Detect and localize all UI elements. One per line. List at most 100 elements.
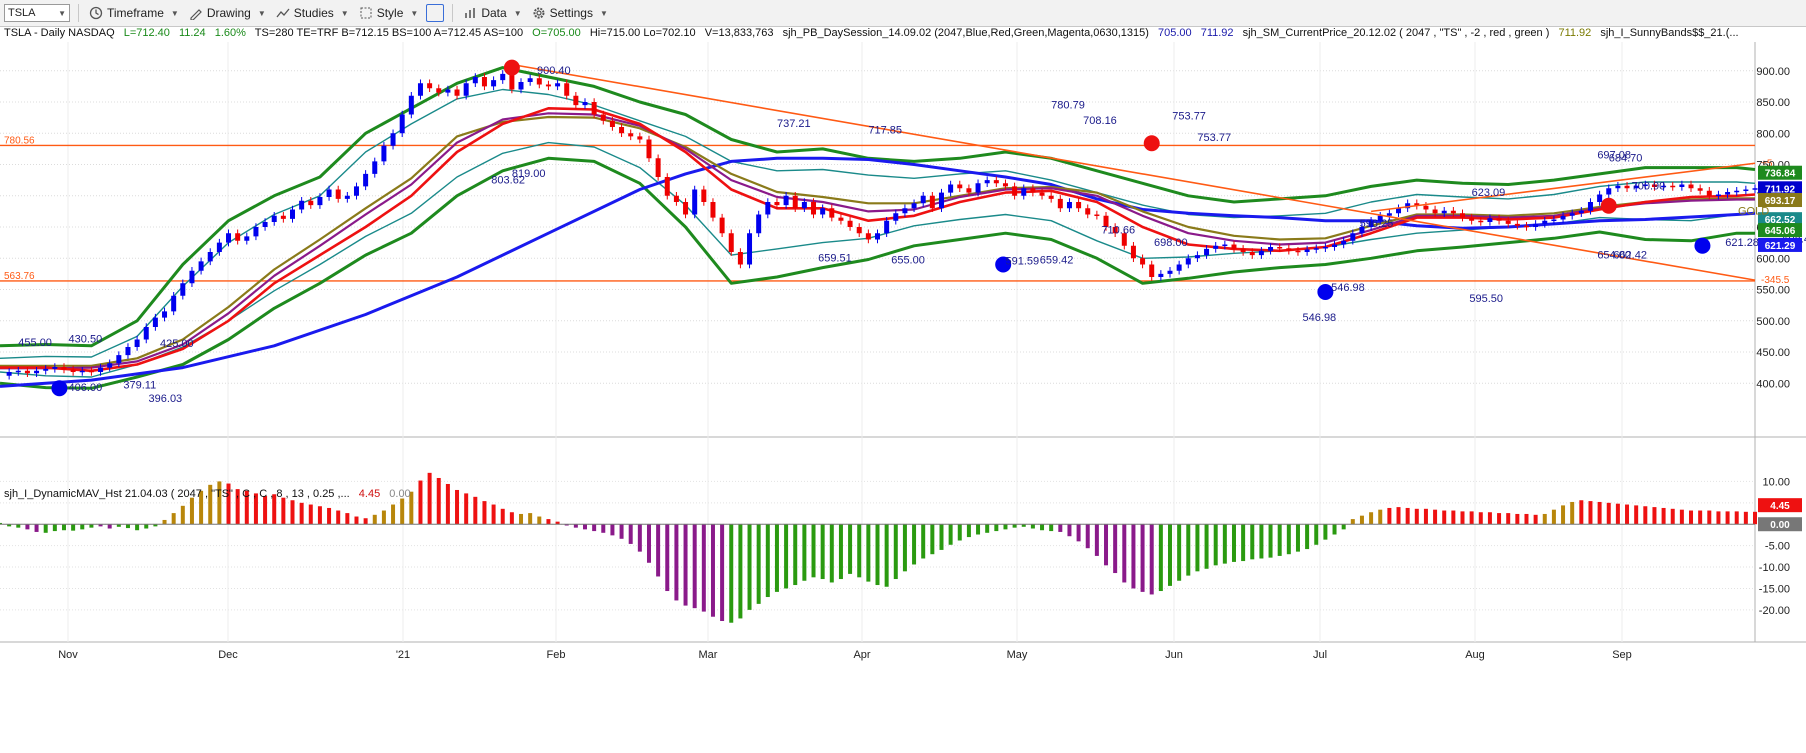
histogram-bar (80, 524, 85, 530)
histogram-bar (1195, 524, 1200, 572)
histogram-bar (445, 483, 450, 525)
price-bar (463, 83, 469, 96)
price-bar (280, 215, 286, 219)
histogram-bar (1661, 507, 1666, 525)
histogram-bar (1615, 503, 1620, 525)
data-button[interactable]: Data ▼ (463, 6, 522, 20)
timeframe-button[interactable]: Timeframe ▼ (89, 6, 179, 20)
histogram-bar (1460, 511, 1465, 525)
price-bar (1715, 194, 1721, 196)
drawing-button[interactable]: Drawing ▼ (189, 6, 266, 20)
price-bar (1048, 195, 1054, 199)
price-bar (1258, 250, 1264, 256)
chevron-down-icon[interactable]: ▼ (58, 8, 66, 18)
histogram-bar (1158, 524, 1163, 592)
histogram-bar (893, 524, 898, 580)
histogram-bar (363, 518, 368, 525)
price-bar (171, 295, 177, 312)
study2-name: sjh_SM_CurrentPrice_20.12.02 ( 2047 , "T… (1242, 27, 1550, 39)
price-bar (1533, 223, 1539, 227)
histogram-bar (774, 524, 779, 592)
histogram-bar (1213, 524, 1218, 566)
style-button[interactable]: Style ▼ (359, 6, 418, 20)
x-tick-label: May (1007, 649, 1028, 661)
histogram-bar (509, 512, 514, 525)
price-bar (1642, 184, 1648, 186)
price-bar (1706, 190, 1712, 196)
histogram-bar (1268, 524, 1273, 558)
timeframe-label: Timeframe (107, 6, 164, 20)
price-annotation: 900.40 (537, 65, 571, 77)
price-bar (1076, 202, 1082, 209)
price-tag (1758, 193, 1802, 208)
price-bar (363, 173, 369, 187)
studies-label: Studies (293, 6, 334, 20)
trend-line[interactable] (511, 63, 1756, 281)
upper-band-line (0, 66, 1756, 348)
histogram-bar (875, 524, 880, 586)
histogram-bar (208, 484, 213, 525)
study3-name: sjh_I_SunnyBands$$_21.(... (1600, 27, 1739, 39)
symbol-input[interactable]: TSLA ▼ (4, 4, 70, 22)
histogram-bar (765, 524, 770, 598)
histogram-bar (1716, 511, 1721, 525)
price-bar (893, 213, 899, 221)
histogram-bar (327, 507, 332, 525)
price-bar (737, 252, 743, 265)
histogram-bar (409, 491, 414, 525)
price-bar (966, 188, 972, 193)
price-bar (1213, 245, 1219, 249)
price-bar (1734, 190, 1740, 193)
layout-icon[interactable] (426, 4, 445, 22)
price-bar (573, 95, 579, 106)
price-bar (792, 195, 798, 209)
histogram-bar (1341, 524, 1346, 530)
histogram-bar (7, 524, 12, 527)
x-tick-label: Mar (699, 649, 718, 661)
chart-title: TSLA - Daily NASDAQ (4, 27, 115, 39)
price-bar (747, 233, 753, 265)
histogram-bar (1478, 512, 1483, 525)
price-bar (582, 102, 588, 106)
trend-line-label: -345.5 (1761, 275, 1790, 286)
price-panel-bg (0, 42, 1806, 437)
price-tag (1758, 181, 1802, 196)
settings-button[interactable]: Settings ▼ (532, 6, 608, 20)
price-change: 11.24 (178, 27, 206, 39)
trend-line[interactable] (1370, 162, 1756, 213)
histogram-bar (692, 524, 697, 609)
histogram-bar (1122, 524, 1127, 583)
trend-lines[interactable]: -345.5 +5 (511, 63, 1790, 287)
histogram-bar (34, 524, 39, 532)
histogram-bar (1030, 524, 1035, 529)
price-bar (948, 184, 954, 193)
price-chart[interactable]: 780.56 563.76 -345.5 +5 900.40 455.00 430.50… (0, 42, 1806, 753)
price-bar (1423, 205, 1429, 210)
studies-button[interactable]: Studies ▼ (276, 6, 349, 20)
indicator-header: sjh_I_DynamicMAV_Hst 21.04.03 ( 2047 , "… (4, 488, 411, 500)
x-axis: Nov Dec '21 Feb Mar Apr May Jun Jul Aug Sep (58, 649, 1632, 661)
price-annotation: 819.00 (512, 168, 546, 180)
price-annotation: 684.70 (1609, 152, 1643, 164)
indicator-axis: 10.005.000.00-5.00-10.00-15.00-20.004.45… (1758, 476, 1802, 617)
price-annotation: 595.50 (1469, 293, 1503, 305)
price-bar (1651, 184, 1657, 187)
price-bar (408, 95, 414, 115)
price-bar (1286, 248, 1292, 251)
histogram-bar (217, 481, 222, 525)
price-annotation: 708.16 (1083, 115, 1117, 127)
histogram-bar (1350, 519, 1355, 525)
price-bar (646, 139, 652, 159)
price-bar (180, 283, 186, 296)
price-bar (1039, 192, 1045, 196)
price-bar (1478, 220, 1484, 223)
price-bar (381, 145, 387, 162)
price-bar (1222, 244, 1228, 246)
price-bar (1450, 210, 1456, 214)
price-bar (88, 370, 94, 373)
histogram-bar (308, 504, 313, 525)
price-bar (856, 227, 862, 234)
price-bar (1606, 188, 1612, 195)
histogram-bar (601, 524, 606, 533)
